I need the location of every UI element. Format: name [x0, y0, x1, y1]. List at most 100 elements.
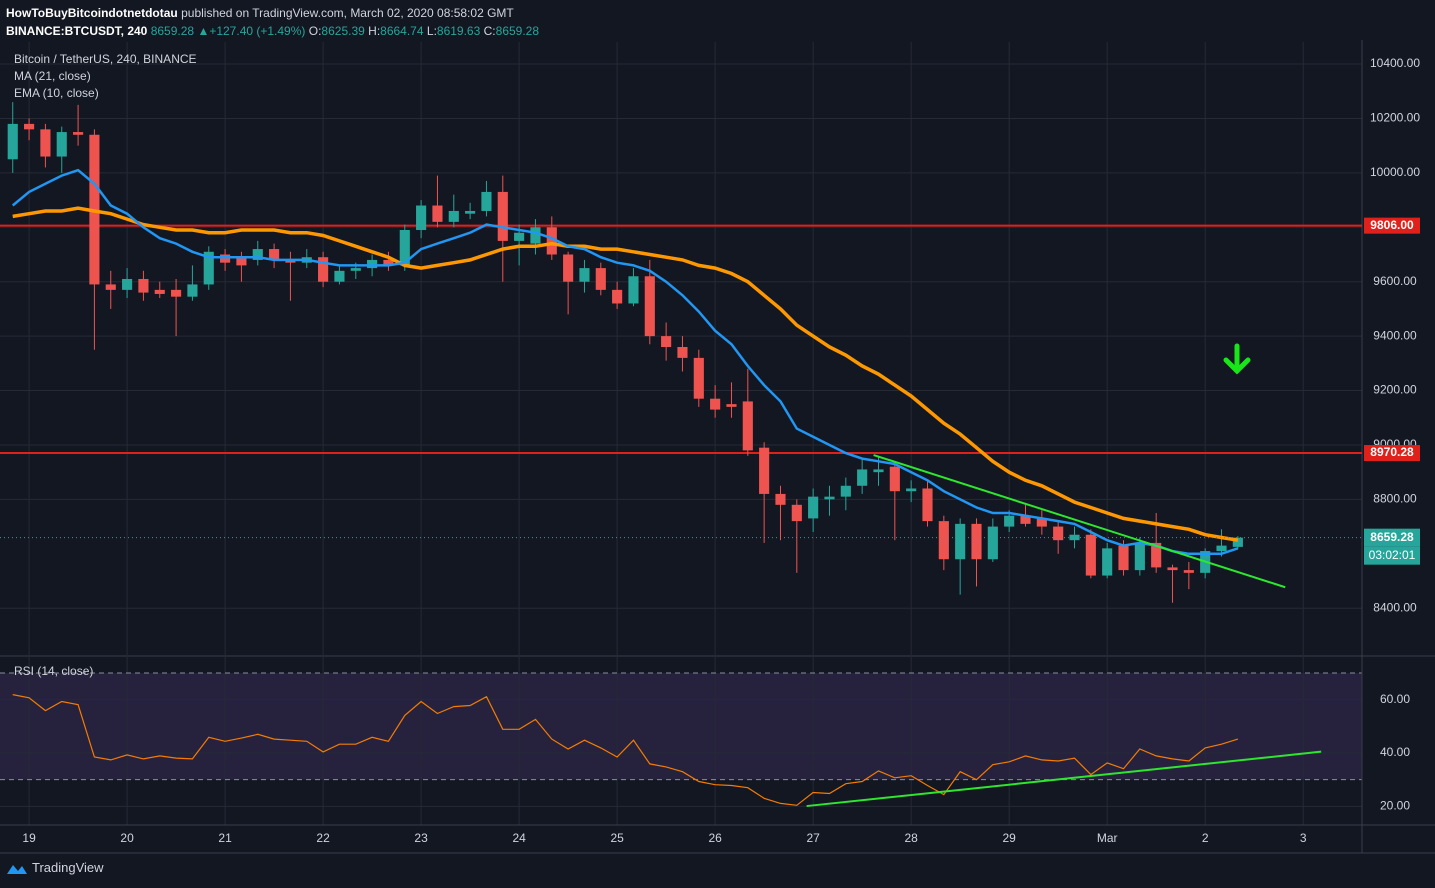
author: HowToBuyBitcoindotnetdotau	[6, 6, 178, 20]
quote-value: 8664.74	[380, 24, 424, 38]
candle-body	[1134, 542, 1145, 571]
x-tick-label: 21	[218, 831, 232, 845]
change: +127.40 (+1.49%)	[209, 24, 306, 38]
candle-body	[595, 268, 606, 290]
indicator-line	[11, 168, 1239, 556]
candle-body	[416, 205, 427, 231]
x-tick-label: 20	[120, 831, 134, 845]
candle-body	[399, 230, 410, 266]
candle-body	[1151, 542, 1162, 568]
candle-body	[24, 123, 35, 130]
candle-body	[612, 289, 623, 304]
candle-body	[1118, 545, 1129, 571]
plot-layer: 19 20 21 22 23 24 25 26 27 28 29 Mar 2 38400.008800.0…	[0, 40, 1435, 854]
candle-body	[481, 191, 492, 211]
candle-body	[563, 254, 574, 282]
y-tick-label: 9600.00	[1373, 274, 1417, 288]
candle-body	[318, 257, 329, 282]
candle-body	[971, 523, 982, 560]
candle-body	[693, 357, 704, 399]
down-arrow-icon	[1223, 343, 1251, 375]
brand: TradingView	[32, 860, 104, 875]
candle-body	[889, 466, 900, 492]
candle-body	[236, 257, 247, 266]
candle-body	[808, 496, 819, 519]
candle-body	[334, 270, 345, 282]
x-tick-label: 19	[22, 831, 36, 845]
candle-body	[122, 278, 133, 290]
candle-body	[56, 132, 67, 157]
candle-body	[367, 259, 378, 269]
candle-body	[448, 210, 459, 222]
y-tick-label: 20.00	[1380, 799, 1410, 813]
candle-body	[154, 289, 165, 294]
candle-body	[1053, 526, 1064, 541]
candle-body	[285, 259, 296, 263]
legend-title: Bitcoin / TetherUS, 240, BINANCE	[14, 52, 197, 66]
candle-body	[203, 251, 214, 285]
quote-key: C:	[483, 24, 496, 38]
candle-body	[269, 249, 280, 260]
quote-value: 8659.28	[495, 24, 540, 38]
legend-entry: MA (21, close)	[14, 69, 91, 83]
footer: TradingView	[6, 860, 104, 875]
candle-body	[7, 123, 18, 160]
quote-key: H:	[368, 24, 381, 38]
level-label-bg	[1364, 217, 1420, 234]
quote-key: O:	[308, 24, 322, 38]
candle-body	[1183, 570, 1194, 573]
countdown-label: 03:02:01	[1369, 548, 1416, 562]
candle-body	[644, 276, 655, 337]
candle-body	[1036, 518, 1047, 527]
candle-body	[824, 496, 835, 500]
candle-body	[40, 129, 51, 157]
y-tick-label: 8400.00	[1373, 600, 1417, 614]
candle-body	[775, 493, 786, 505]
y-tick-label: 60.00	[1380, 692, 1410, 706]
candle-body	[759, 447, 770, 494]
trendline	[806, 750, 1322, 808]
candle-body	[1216, 545, 1227, 552]
last-price-bg	[1364, 528, 1420, 547]
logo-icon	[7, 864, 27, 874]
level-label: 8970.28	[1370, 445, 1414, 459]
candle-body	[1004, 515, 1015, 527]
candle-body	[579, 268, 590, 282]
candle-body	[1085, 534, 1096, 576]
x-tick-label: 26	[708, 831, 722, 845]
level-label: 9806.00	[1370, 218, 1414, 232]
quote-key: L:	[426, 24, 437, 38]
x-tick-label: Mar	[1097, 831, 1118, 845]
candle-body	[955, 523, 966, 560]
header: HowToBuyBitcoindotnetdotau published on …	[6, 4, 539, 40]
trendline	[873, 454, 1286, 589]
header-line-2: BINANCE:BTCUSDT, 240 8659.28 ▲+127.40 (+…	[6, 22, 539, 40]
quote-value: 8625.39	[321, 24, 365, 38]
x-tick-label: 28	[904, 831, 918, 845]
candle-body	[710, 398, 721, 410]
candle-body	[514, 232, 525, 241]
candle-body	[497, 191, 508, 241]
header-line-1: HowToBuyBitcoindotnetdotau published on …	[6, 4, 539, 22]
rsi-line	[12, 694, 1239, 806]
candle-body	[220, 254, 231, 263]
candle-body	[840, 485, 851, 497]
candle-body	[1232, 537, 1243, 547]
y-tick-label: 9400.00	[1373, 328, 1417, 342]
candle-body	[791, 504, 802, 522]
last-price-label: 8659.28	[1370, 530, 1414, 544]
candle-body	[1020, 515, 1031, 524]
candle-body	[171, 289, 182, 297]
candle-body	[857, 469, 868, 486]
candle-body	[1167, 567, 1178, 571]
rsi-band	[0, 673, 1362, 780]
x-tick-label: 29	[1002, 831, 1016, 845]
candle-body	[465, 210, 476, 214]
x-tick-label: 22	[316, 831, 330, 845]
candle-body	[742, 401, 753, 451]
candle-body	[530, 227, 541, 244]
symbol: BINANCE:BTCUSDT, 240	[6, 24, 148, 38]
candle-body	[350, 268, 361, 271]
candle-body	[628, 276, 639, 304]
